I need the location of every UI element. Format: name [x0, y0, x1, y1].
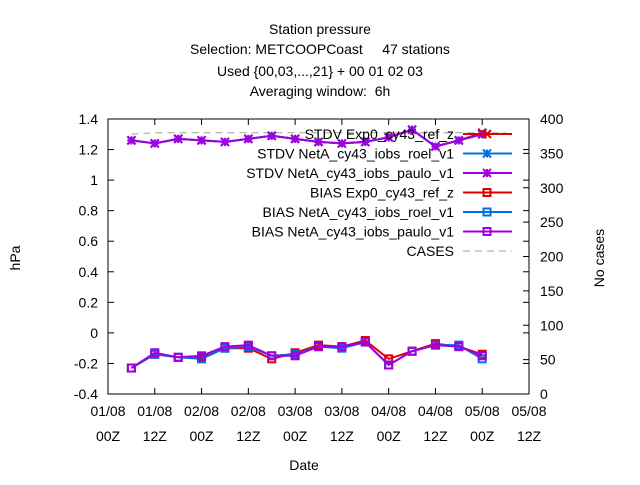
data-point	[337, 138, 347, 149]
data-point	[360, 337, 370, 347]
x-tick-label-date: 01/08	[90, 403, 125, 419]
data-point	[430, 340, 440, 350]
x-tick-label-date: 04/08	[418, 403, 453, 419]
data-point	[267, 351, 277, 361]
data-point	[196, 135, 207, 146]
series-line	[131, 132, 506, 135]
y-tick-label: 1	[90, 172, 98, 188]
x-tick-label-hour: 12Z	[236, 428, 261, 444]
y-tick-label: 0.6	[79, 233, 99, 249]
y2-tick-label: 50	[540, 352, 556, 368]
x-tick-label-date: 01/08	[137, 403, 172, 419]
data-point	[126, 363, 136, 373]
x-tick-label-hour: 00Z	[189, 428, 214, 444]
data-point	[197, 351, 207, 361]
data-point	[430, 141, 441, 152]
data-point	[337, 342, 347, 352]
x-tick-label-date: 05/08	[465, 403, 500, 419]
x-tick-label-date: 03/08	[324, 403, 359, 419]
y-tick-label: 0	[90, 325, 98, 341]
x-tick-label-hour: 00Z	[283, 428, 308, 444]
y2-tick-label: 400	[540, 111, 564, 127]
y-tick-label: 0.8	[79, 203, 99, 219]
x-tick-label-hour: 12Z	[517, 428, 542, 444]
x-tick-label-hour: 00Z	[470, 428, 495, 444]
chart-title-line-2: Selection: METCOOPCoast 47 stations	[190, 41, 450, 57]
x-tick-label-date: 04/08	[371, 403, 406, 419]
x-tick-label-hour: 12Z	[143, 428, 168, 444]
legend-swatch-marker	[482, 168, 492, 178]
data-point	[126, 135, 137, 146]
legend-swatch-marker	[482, 227, 492, 236]
data-point	[454, 342, 464, 352]
y-tick-label: -0.2	[74, 355, 98, 371]
x-tick-label-hour: 12Z	[423, 428, 448, 444]
legend-swatch-marker	[482, 129, 492, 139]
legend-swatch-marker	[482, 188, 492, 197]
y2-tick-label: 250	[540, 214, 564, 230]
series-6	[131, 132, 506, 135]
data-point	[454, 135, 464, 146]
data-point	[243, 134, 254, 144]
legend-label: STDV Exp0_cy43_ref_z	[305, 126, 454, 142]
chart-title-line-4: Averaging window: 6h	[249, 83, 391, 99]
y-tick-label: 0.4	[79, 264, 99, 280]
data-point	[150, 348, 160, 358]
data-point	[243, 340, 253, 350]
data-point	[267, 131, 277, 141]
data-point	[173, 134, 183, 144]
x-tick-label-hour: 00Z	[377, 428, 402, 444]
y2-tick-label: 200	[540, 249, 564, 265]
data-point	[290, 351, 300, 361]
legend-swatch-marker	[482, 148, 492, 159]
series-5	[126, 337, 487, 373]
x-tick-label-date: 03/08	[278, 403, 313, 419]
y2-tick-label: 100	[540, 317, 564, 333]
y2-tick-label: 0	[540, 386, 548, 402]
data-point	[477, 351, 487, 361]
data-point	[383, 132, 394, 143]
series-line	[130, 341, 483, 369]
y2-axis-label: No cases	[591, 229, 607, 287]
legend-label: BIAS NetA_cy43_iobs_roel_v1	[263, 204, 455, 220]
data-point	[314, 342, 323, 352]
x-tick-label-date: 02/08	[184, 403, 219, 419]
y-tick-label: 0.2	[79, 294, 99, 310]
x-tick-label-hour: 00Z	[96, 428, 121, 444]
data-point	[407, 346, 417, 356]
data-point	[360, 137, 370, 147]
y-axis-label: hPa	[7, 245, 23, 270]
y-tick-label: 1.4	[79, 111, 99, 127]
chart-title-line-1: Station pressure	[269, 21, 371, 37]
x-tick-label-date: 02/08	[231, 403, 266, 419]
legend-label: CASES	[407, 243, 454, 259]
legend-swatch-marker	[482, 207, 492, 217]
y2-tick-label: 350	[540, 145, 564, 161]
data-point	[384, 360, 394, 370]
data-point	[220, 342, 230, 352]
y2-tick-label: 300	[540, 180, 564, 196]
legend-label: STDV NetA_cy43_iobs_roel_v1	[257, 146, 454, 162]
x-tick-label-date: 05/08	[511, 403, 546, 419]
legend-label: STDV NetA_cy43_iobs_paulo_v1	[246, 165, 454, 181]
data-point	[407, 124, 417, 135]
y2-tick-label: 150	[540, 283, 564, 299]
legend-label: BIAS Exp0_cy43_ref_z	[310, 185, 454, 201]
x-tick-label-hour: 12Z	[330, 428, 355, 444]
y-tick-label: -0.4	[74, 386, 98, 402]
legend-label: BIAS NetA_cy43_iobs_paulo_v1	[252, 224, 455, 240]
data-point	[290, 134, 300, 144]
data-point	[220, 137, 230, 147]
series-line	[130, 339, 483, 369]
chart-title-line-3: Used {00,03,...,21} + 00 01 02 03	[217, 63, 423, 79]
x-axis-label: Date	[289, 457, 319, 473]
y-tick-label: 1.2	[79, 142, 99, 158]
series-line	[131, 128, 483, 148]
data-point	[313, 137, 324, 147]
data-point	[173, 352, 183, 362]
data-point	[150, 138, 160, 149]
